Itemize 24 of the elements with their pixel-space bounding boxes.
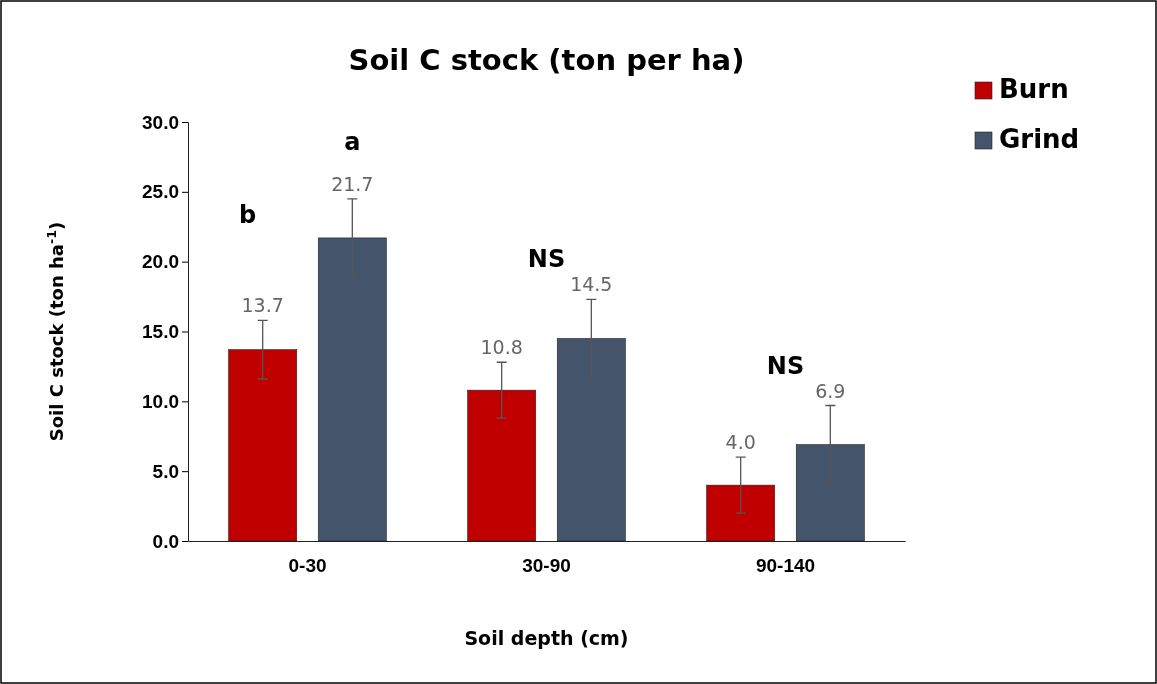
y-tick-label: 0.0 (152, 530, 179, 552)
annotation: a (344, 128, 361, 156)
annotation: NS (527, 245, 566, 273)
chart-title: Soil C stock (ton per ha) (348, 43, 745, 77)
x-tick-label: 0-30 (288, 555, 327, 577)
y-tick-label: 15.0 (142, 321, 179, 343)
x-tick-label: 30-90 (522, 555, 571, 577)
legend-label: Burn (999, 74, 1069, 104)
data-label: 6.9 (815, 379, 846, 402)
legend-label: Grind (999, 124, 1080, 154)
data-label: 10.8 (480, 336, 523, 359)
y-tick-label: 25.0 (142, 181, 179, 203)
data-label: 21.7 (331, 172, 374, 195)
y-tick-label: 20.0 (142, 251, 179, 273)
x-axis-title: Soil depth (cm) (464, 627, 629, 649)
data-label: 13.7 (241, 294, 284, 317)
data-label: 14.5 (570, 273, 613, 296)
x-tick-label: 90-140 (755, 555, 816, 577)
y-tick-label: 30.0 (142, 111, 179, 133)
annotation: NS (766, 352, 805, 380)
y-tick-label: 5.0 (152, 460, 179, 482)
y-tick-label: 10.0 (142, 390, 179, 412)
annotation: b (239, 201, 257, 229)
data-label: 4.0 (725, 431, 756, 454)
